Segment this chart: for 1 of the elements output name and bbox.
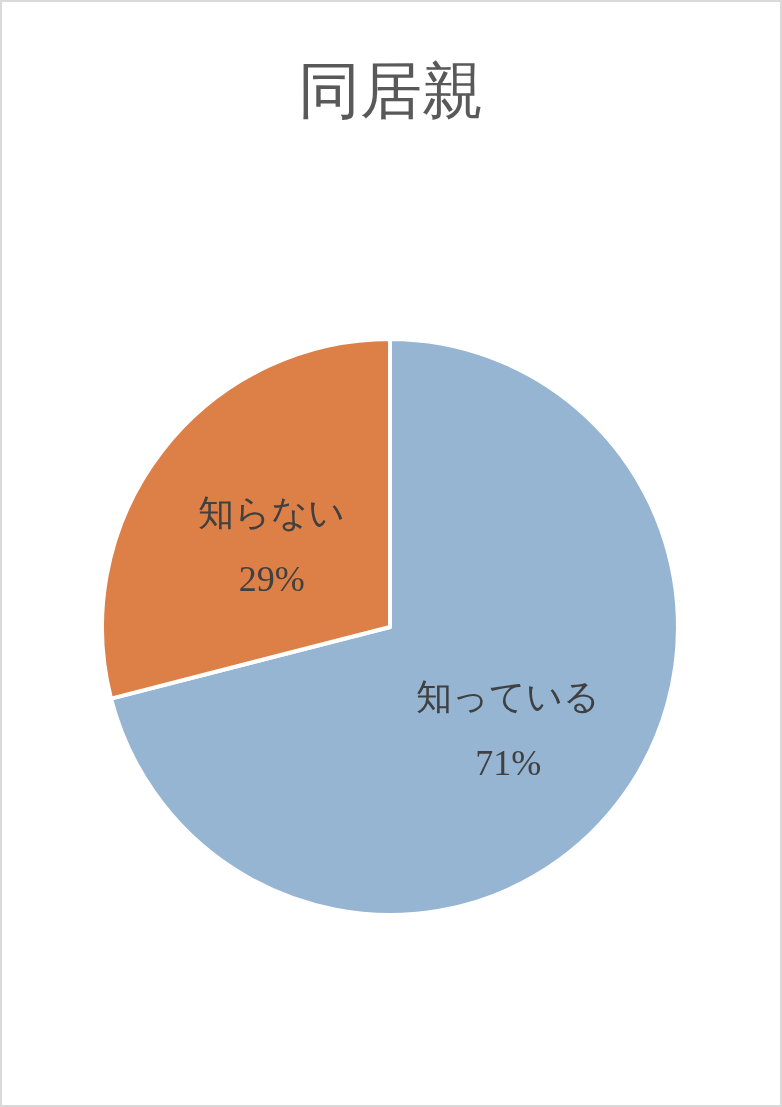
title: 同居親 <box>298 57 484 125</box>
